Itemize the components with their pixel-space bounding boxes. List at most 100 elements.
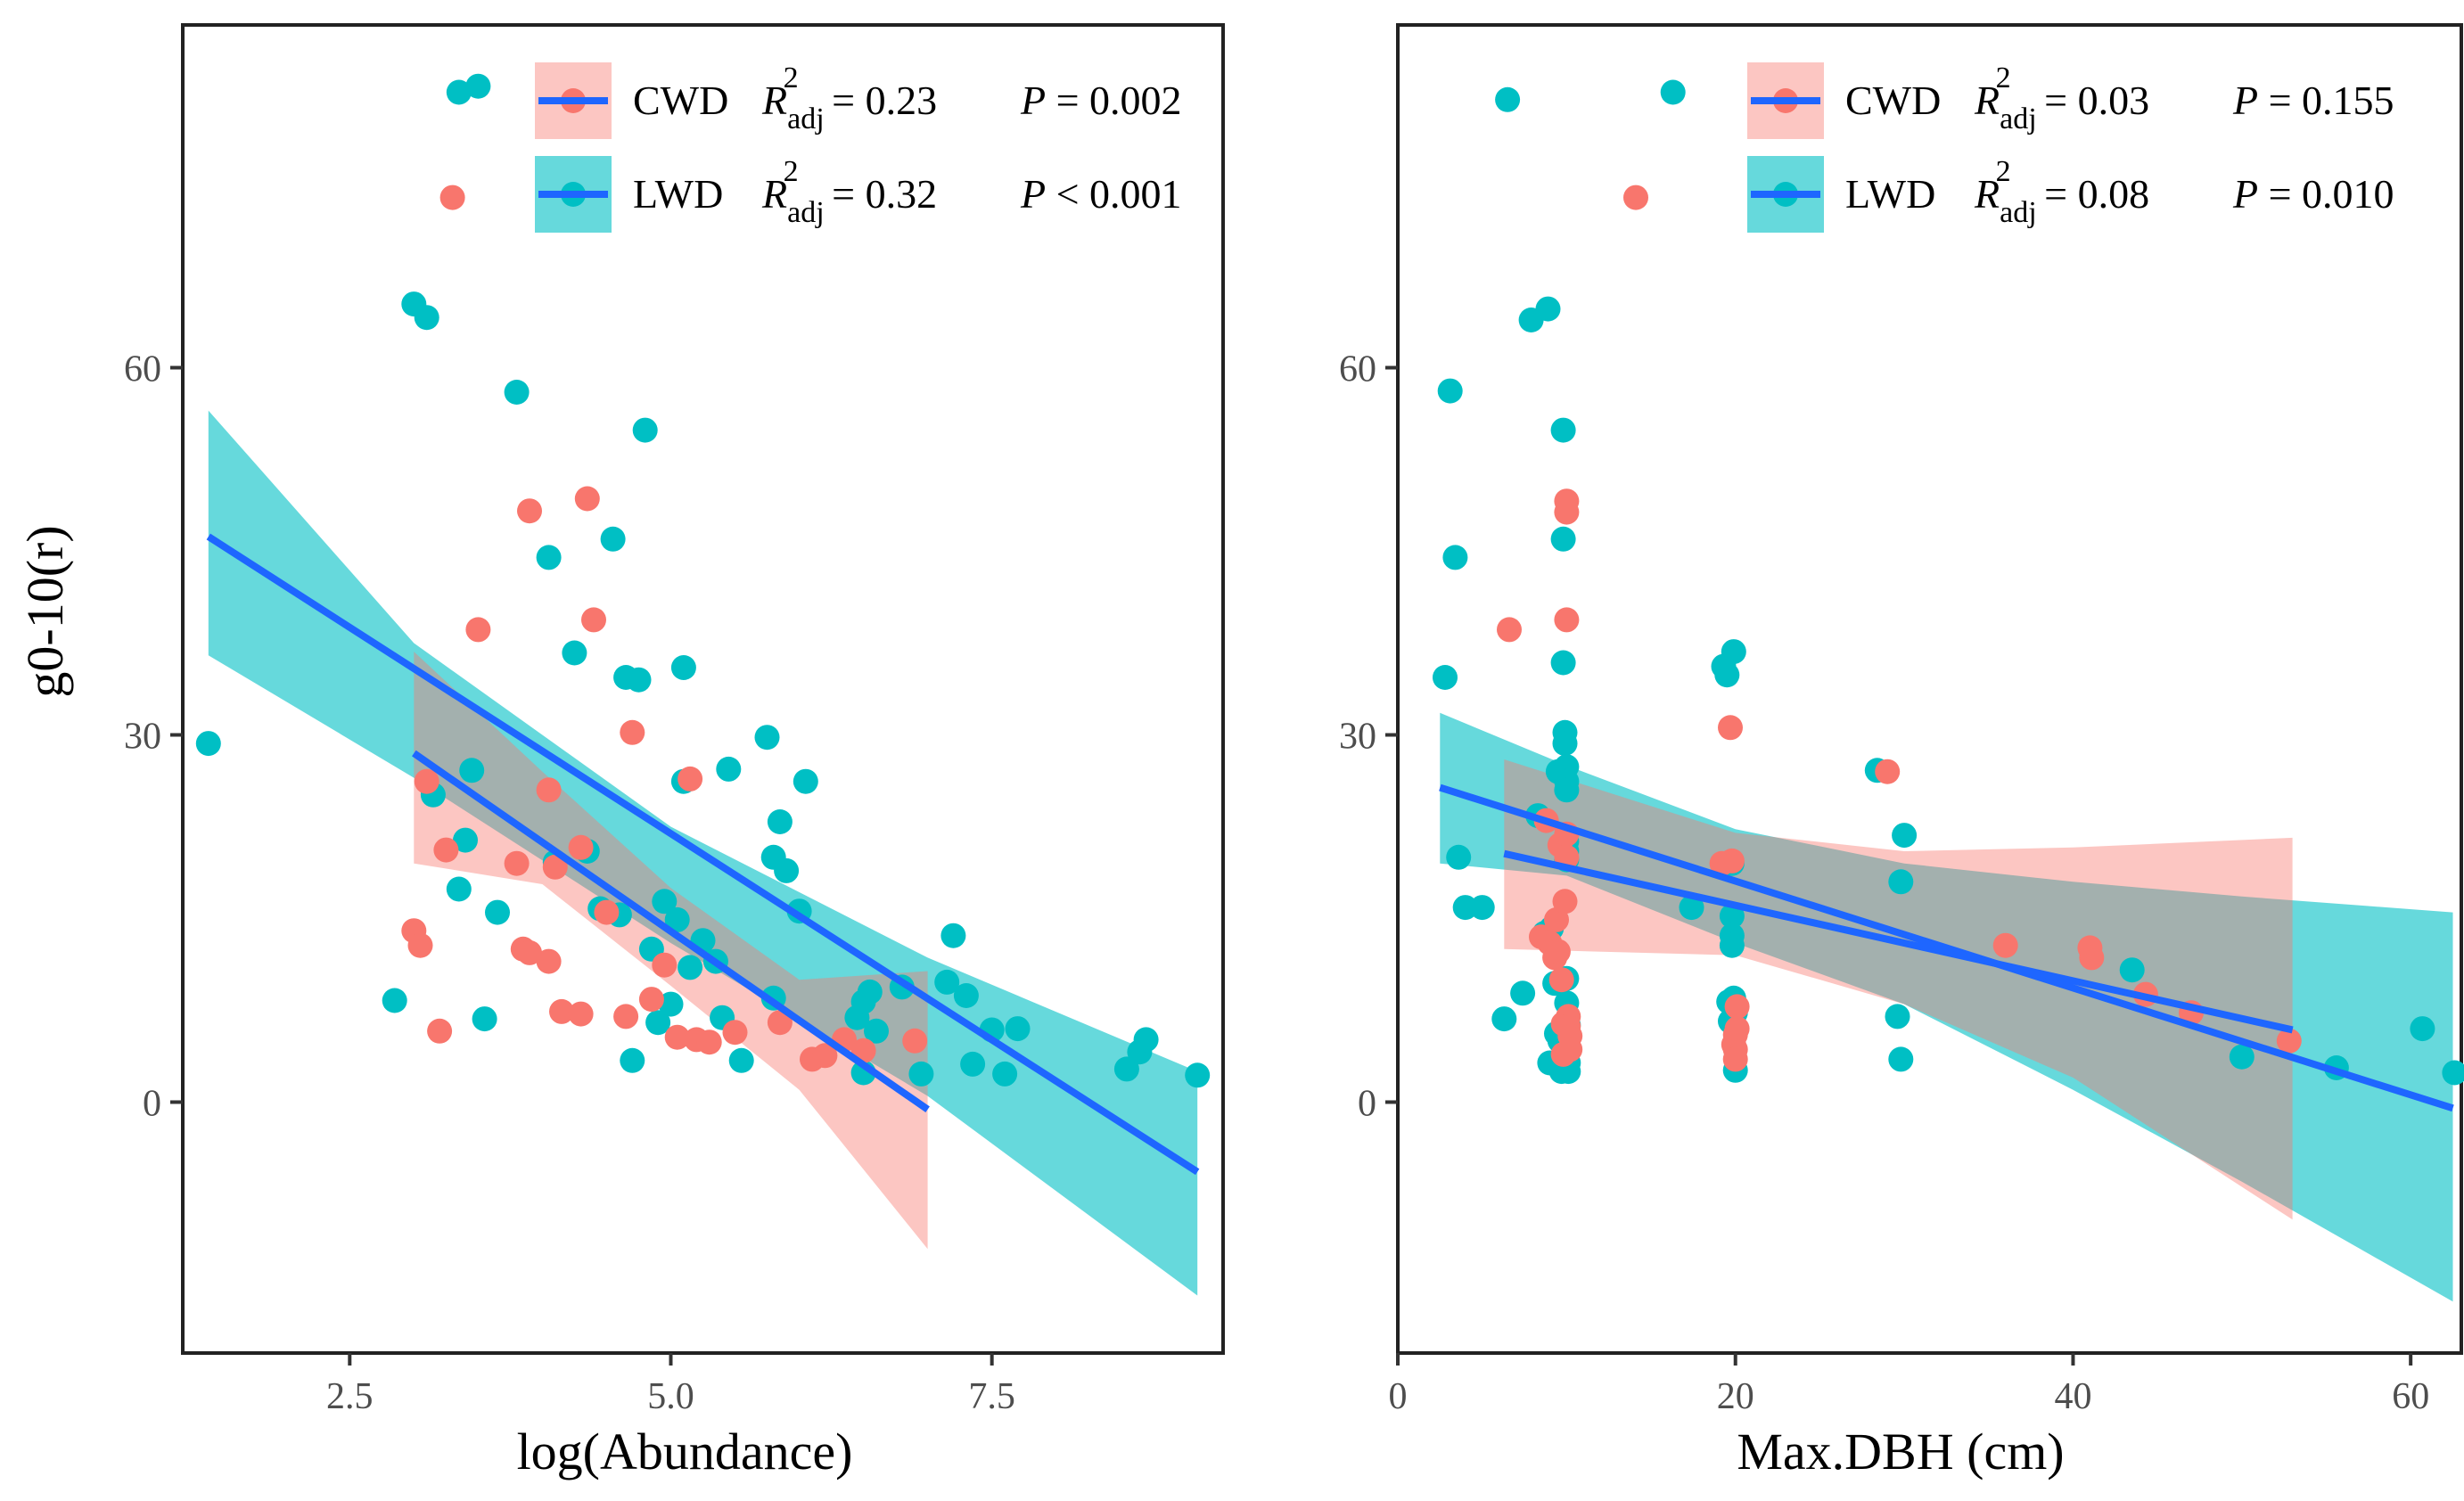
- lwd-point: [670, 655, 696, 680]
- left-panel: 2.5 5.0 7.5 0 30 60 log(Abundance) CWD Radj2 =…: [124, 23, 1225, 1480]
- cwd-point: [414, 768, 439, 794]
- cwd-p-statistic: P = 0.155: [2232, 78, 2394, 123]
- lwd-r2-statistic: Radj2 = 0.32: [761, 155, 937, 229]
- y-tick-label: 60: [124, 349, 161, 390]
- cwd-point: [812, 1043, 838, 1069]
- lwd-point: [472, 1006, 497, 1032]
- right-panel: 0 20 40 60 0 30 60 Max.DBH (cm) CWD Radj2 = 0.0…: [1339, 23, 2464, 1480]
- x-tick-label: 20: [1717, 1376, 1754, 1417]
- lwd-point: [857, 979, 883, 1005]
- lwd-point: [960, 1051, 986, 1077]
- lwd-point: [414, 305, 439, 331]
- cwd-r2-statistic: Radj2 = 0.03: [1974, 62, 2149, 135]
- lwd-point: [652, 889, 678, 915]
- cwd-point: [427, 1018, 453, 1044]
- cwd-point: [517, 498, 542, 524]
- lwd-point: [382, 988, 407, 1013]
- cwd-point: [1497, 617, 1522, 643]
- lwd-point: [459, 758, 485, 783]
- right-plot-frame: [1396, 23, 2463, 1355]
- cwd-point: [568, 1001, 594, 1027]
- lwd-confidence-band: [1440, 712, 2453, 1302]
- cwd-point: [1557, 1037, 1583, 1062]
- lwd-point: [793, 768, 818, 794]
- lwd-point: [1719, 903, 1745, 929]
- y-tick-label: 30: [124, 716, 161, 757]
- lwd-point: [992, 1061, 1018, 1087]
- cwd-point: [574, 486, 600, 512]
- cwd-point: [613, 1004, 639, 1029]
- cwd-point: [1623, 185, 1648, 210]
- cwd-point: [536, 777, 562, 803]
- lwd-legend-label: LWD: [633, 171, 723, 217]
- lwd-point: [1005, 1016, 1031, 1042]
- x-tick-label: 7.5: [968, 1376, 1015, 1417]
- lwd-point: [1892, 823, 1918, 849]
- cwd-r2-statistic: Radj2 = 0.23: [761, 62, 937, 135]
- lwd-point: [1133, 1027, 1159, 1053]
- cwd-point: [2079, 945, 2105, 971]
- cwd-point: [902, 1028, 928, 1054]
- lwd-point: [664, 906, 690, 932]
- cwd-point: [664, 1024, 690, 1050]
- lwd-fit-line: [1439, 783, 2454, 1112]
- lwd-r2-statistic: Radj2 = 0.08: [1974, 155, 2149, 229]
- right-confidence-bands: [1440, 712, 2453, 1302]
- lwd-point: [728, 1047, 754, 1073]
- lwd-point: [1185, 1062, 1211, 1088]
- cwd-point: [568, 834, 594, 860]
- lwd-point: [908, 1061, 934, 1087]
- lwd-point: [1554, 777, 1580, 803]
- cwd-point: [767, 1010, 793, 1036]
- lwd-point: [774, 857, 800, 883]
- cwd-confidence-band: [1504, 759, 2293, 1220]
- cwd-point: [1724, 1016, 1750, 1042]
- cwd-point: [433, 837, 459, 863]
- cwd-legend-label: CWD: [1845, 78, 1941, 123]
- cwd-fit-line: [412, 750, 930, 1113]
- lwd-point: [632, 417, 658, 443]
- cwd-point: [1718, 715, 1743, 741]
- cwd-point: [638, 987, 664, 1013]
- lwd-point: [446, 876, 472, 902]
- cwd-point: [465, 617, 491, 643]
- lwd-point: [658, 991, 684, 1017]
- cwd-point: [594, 899, 620, 925]
- cwd-point: [722, 1020, 748, 1046]
- lwd-point: [485, 899, 510, 925]
- cwd-point: [439, 185, 465, 210]
- cwd-point: [696, 1029, 722, 1055]
- lwd-legend-label: LWD: [1845, 171, 1935, 217]
- lwd-point: [1433, 665, 1458, 690]
- lwd-point: [1535, 296, 1561, 322]
- right-legend: CWD Radj2 = 0.03 P = 0.155 LWD Radj2 = 0.08 P…: [1747, 62, 2394, 233]
- y-tick-label: 0: [1358, 1083, 1376, 1124]
- lwd-point: [504, 380, 530, 405]
- lwd-point: [626, 667, 652, 693]
- lwd-point: [754, 725, 780, 750]
- x-tick-label: 5.0: [647, 1376, 694, 1417]
- cwd-point: [1552, 889, 1578, 915]
- cwd-point: [1554, 607, 1580, 633]
- lwd-point: [1888, 869, 1914, 895]
- lwd-point: [1495, 86, 1521, 112]
- lwd-point: [2442, 1060, 2464, 1086]
- y-tick-label: 60: [1339, 349, 1376, 390]
- lwd-point: [1437, 378, 1463, 404]
- right-points: [1433, 79, 2464, 1086]
- cwd-point: [2276, 1028, 2302, 1054]
- cwd-point: [1545, 939, 1571, 964]
- lwd-point: [1550, 417, 1576, 443]
- right-fit-lines: [1439, 783, 2454, 1112]
- lwd-point: [2229, 1044, 2255, 1070]
- cwd-point: [678, 766, 703, 792]
- left-legend: CWD Radj2 = 0.23 P = 0.002 LWD Radj2 = 0.32 P…: [535, 62, 1182, 233]
- lwd-point: [1719, 932, 1745, 958]
- cwd-point: [1722, 1046, 1748, 1072]
- lwd-p-statistic: P = 0.010: [2232, 171, 2394, 217]
- left-points: [195, 73, 1211, 1088]
- cwd-fit-line: [1503, 849, 2294, 1034]
- right-axes: 0 20 40 60 0 30 60: [1339, 349, 2429, 1417]
- lwd-point: [2410, 1016, 2435, 1042]
- cwd-confidence-band: [414, 652, 928, 1250]
